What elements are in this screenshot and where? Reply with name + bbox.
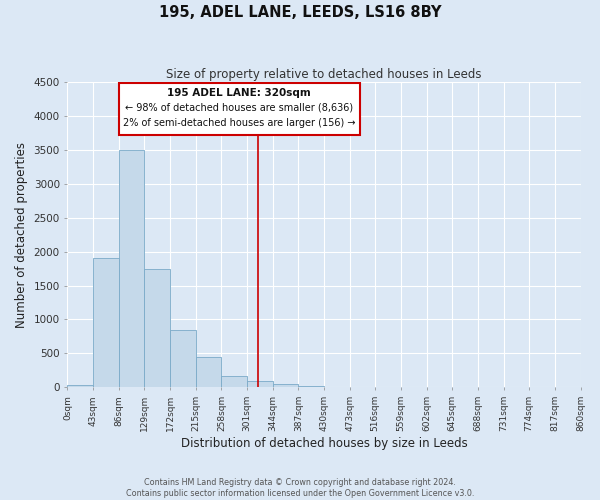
Text: 195, ADEL LANE, LEEDS, LS16 8BY: 195, ADEL LANE, LEEDS, LS16 8BY <box>159 5 441 20</box>
Text: Contains HM Land Registry data © Crown copyright and database right 2024.
Contai: Contains HM Land Registry data © Crown c… <box>126 478 474 498</box>
Bar <box>272 384 298 388</box>
FancyBboxPatch shape <box>119 83 360 134</box>
Text: 195 ADEL LANE: 320sqm: 195 ADEL LANE: 320sqm <box>167 88 311 99</box>
Bar <box>93 258 119 388</box>
Bar <box>119 150 145 388</box>
Text: 2% of semi-detached houses are larger (156) →: 2% of semi-detached houses are larger (1… <box>123 118 356 128</box>
X-axis label: Distribution of detached houses by size in Leeds: Distribution of detached houses by size … <box>181 437 467 450</box>
Bar <box>298 386 324 388</box>
Title: Size of property relative to detached houses in Leeds: Size of property relative to detached ho… <box>166 68 482 80</box>
Bar <box>221 376 247 388</box>
Bar <box>67 384 93 388</box>
Y-axis label: Number of detached properties: Number of detached properties <box>15 142 28 328</box>
Bar <box>196 357 221 388</box>
Bar <box>170 330 196 388</box>
Bar <box>247 381 272 388</box>
Bar <box>145 268 170 388</box>
Text: ← 98% of detached houses are smaller (8,636): ← 98% of detached houses are smaller (8,… <box>125 103 353 113</box>
